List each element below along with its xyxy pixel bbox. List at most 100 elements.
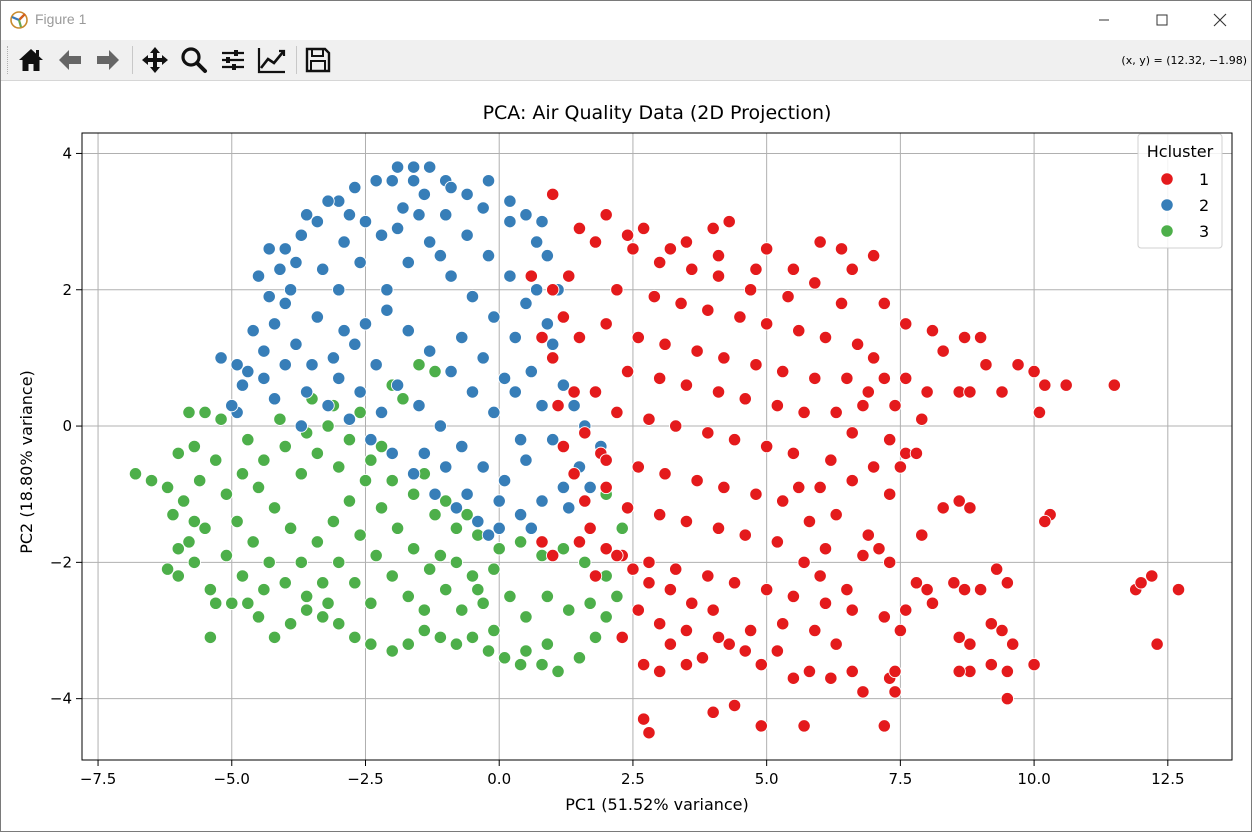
data-point-cluster-2 [412, 208, 426, 222]
data-point-cluster-1 [562, 269, 576, 283]
data-point-cluster-3 [369, 548, 383, 563]
data-point-cluster-2 [342, 412, 357, 426]
data-point-cluster-3 [321, 419, 335, 433]
minimize-button[interactable] [1075, 1, 1133, 39]
data-point-cluster-1 [679, 514, 694, 529]
data-point-cluster-1 [610, 283, 624, 297]
data-point-cluster-1 [802, 664, 817, 679]
data-point-cluster-2 [524, 521, 538, 535]
data-point-cluster-3 [364, 453, 378, 467]
data-point-cluster-3 [551, 664, 565, 679]
data-point-cluster-1 [776, 494, 790, 508]
data-point-cluster-1 [899, 603, 913, 617]
data-point-cluster-1 [866, 351, 881, 365]
data-point-cluster-2 [423, 235, 437, 249]
data-point-cluster-3 [610, 589, 624, 604]
data-point-cluster-2 [251, 269, 266, 283]
data-point-cluster-2 [546, 337, 560, 351]
scatter-plot[interactable]: −7.5 −5.0 −2.5 0.0 2.5 5.0 7.5 10.0 12.5−4−2024 … [1, 81, 1251, 831]
data-point-cluster-2 [465, 385, 480, 399]
data-point-cluster-1 [636, 657, 651, 672]
data-point-cluster-3 [198, 521, 212, 535]
data-point-cluster-1 [711, 385, 726, 399]
data-point-cluster-3 [203, 582, 218, 597]
data-point-cluster-1 [818, 330, 833, 345]
data-point-cluster-1 [743, 283, 758, 297]
data-point-cluster-3 [310, 446, 324, 460]
data-point-cluster-1 [642, 412, 656, 426]
configure-subplots-button[interactable] [216, 44, 250, 76]
data-point-cluster-2 [390, 221, 405, 236]
save-button[interactable] [301, 44, 335, 76]
data-point-cluster-3 [267, 630, 282, 644]
data-point-cluster-1 [631, 330, 645, 345]
data-point-cluster-3 [198, 405, 212, 420]
figure-canvas[interactable]: −7.5 −5.0 −2.5 0.0 2.5 5.0 7.5 10.0 12.5 −4 −2 0 2 4 … [1, 81, 1251, 831]
data-point-cluster-2 [396, 201, 410, 215]
home-button[interactable] [14, 44, 48, 76]
data-point-cluster-2 [390, 160, 405, 174]
data-point-cluster-3 [176, 494, 191, 508]
zoom-button[interactable] [177, 44, 211, 76]
data-point-cluster-1 [738, 528, 752, 542]
data-point-cluster-1 [866, 249, 881, 263]
back-button[interactable] [53, 44, 87, 76]
data-point-cluster-1 [642, 576, 656, 590]
data-point-cluster-1 [824, 453, 838, 467]
data-point-cluster-3 [160, 562, 175, 576]
data-point-cluster-2 [406, 160, 421, 174]
data-point-cluster-1 [556, 439, 571, 454]
data-point-cluster-3 [406, 487, 421, 501]
data-point-cluster-2 [289, 255, 303, 270]
data-point-cluster-3 [481, 644, 496, 658]
data-point-cluster-1 [599, 317, 613, 331]
data-point-cluster-1 [749, 262, 763, 276]
data-point-cluster-3 [385, 473, 399, 488]
data-point-cluster-2 [267, 392, 282, 406]
data-point-cluster-3 [171, 542, 185, 556]
x-tick-label: −7.5 [80, 770, 116, 788]
x-tick-label: −5.0 [214, 770, 250, 788]
data-point-cluster-3 [556, 542, 571, 556]
x-tick-label: 5.0 [755, 770, 779, 788]
data-point-cluster-3 [326, 514, 341, 529]
data-point-cluster-3 [487, 562, 501, 576]
data-point-cluster-1 [829, 508, 843, 522]
data-point-cluster-1 [546, 283, 560, 297]
data-point-cluster-1 [792, 480, 806, 495]
data-point-cluster-3 [374, 501, 389, 515]
data-point-cluster-1 [760, 242, 774, 256]
toolbar-separator [132, 46, 133, 74]
data-point-cluster-2 [497, 371, 512, 385]
maximize-button[interactable] [1133, 1, 1191, 39]
data-point-cluster-1 [620, 228, 635, 242]
data-point-cluster-3 [166, 508, 180, 522]
data-point-cluster-1 [888, 685, 902, 699]
data-point-cluster-1 [695, 651, 710, 665]
forward-button[interactable] [91, 44, 125, 76]
maximize-icon [1156, 14, 1168, 26]
data-point-cluster-3 [267, 501, 282, 515]
data-point-cluster-1 [925, 323, 940, 338]
pan-button[interactable] [138, 44, 172, 76]
data-point-cluster-3 [273, 412, 287, 426]
data-point-cluster-2 [369, 358, 383, 372]
data-point-cluster-1 [653, 255, 667, 270]
toolbar-grip[interactable] [7, 46, 10, 74]
data-point-cluster-3 [599, 610, 613, 624]
data-point-cluster-2 [508, 385, 522, 399]
data-point-cluster-1 [834, 242, 849, 256]
data-point-cluster-2 [497, 473, 512, 488]
data-point-cluster-3 [283, 617, 298, 631]
data-point-cluster-1 [797, 719, 811, 733]
data-point-cluster-1 [663, 582, 678, 597]
close-button[interactable] [1191, 1, 1249, 39]
data-point-cluster-2 [540, 317, 554, 331]
edit-axis-button[interactable] [255, 44, 289, 76]
data-point-cluster-1 [685, 262, 699, 276]
data-point-cluster-1 [915, 528, 929, 542]
data-point-cluster-3 [535, 657, 549, 672]
data-point-cluster-1 [711, 269, 726, 283]
data-point-cluster-3 [342, 433, 357, 447]
